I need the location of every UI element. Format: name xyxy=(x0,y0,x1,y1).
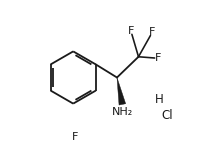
Text: Cl: Cl xyxy=(162,109,174,122)
Polygon shape xyxy=(117,78,126,105)
Text: H: H xyxy=(155,93,163,106)
Text: F: F xyxy=(155,53,162,63)
Text: F: F xyxy=(128,26,134,36)
Text: F: F xyxy=(149,27,156,37)
Text: F: F xyxy=(72,132,79,142)
Text: NH₂: NH₂ xyxy=(112,107,133,117)
